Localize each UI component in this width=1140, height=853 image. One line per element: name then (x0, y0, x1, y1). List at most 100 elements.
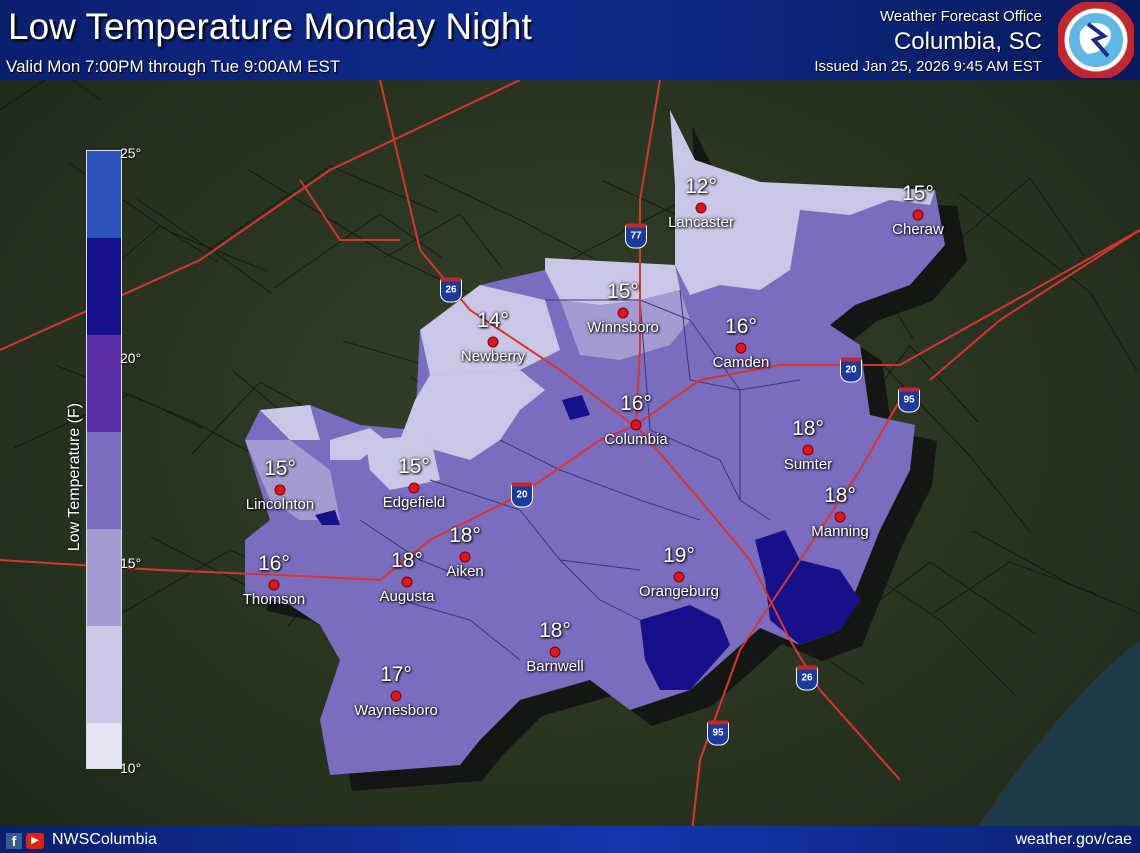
city-temp-barnwell: 18° (539, 619, 571, 642)
city-name-cheraw: Cheraw (892, 221, 944, 238)
interstate-shield-icon: 26 (796, 665, 818, 691)
city-name-manning: Manning (811, 523, 869, 540)
region-county-lines (359, 289, 801, 661)
city-temp-newberry: 14° (477, 309, 509, 332)
interstate-road (0, 229, 1140, 582)
interstate-road (689, 399, 901, 851)
interstate-shield-icon: 20 (511, 482, 533, 508)
interstate-shield-icon: 26 (440, 277, 462, 303)
nws-logo-icon (1058, 2, 1134, 78)
cold-area (400, 370, 545, 460)
city-temp-cheraw: 15° (902, 182, 934, 205)
city-temp-augusta: 18° (391, 549, 423, 572)
warm-area (640, 605, 730, 690)
cold-area (260, 405, 320, 440)
footer-banner: f ▶ NWSColumbia weather.gov/cae (0, 826, 1140, 853)
youtube-icon[interactable]: ▶ (26, 833, 44, 849)
office-label: Weather Forecast Office (879, 8, 1042, 25)
cold-area (420, 285, 560, 375)
city-name-lancaster: Lancaster (668, 214, 734, 231)
city-name-sumter: Sumter (783, 456, 833, 473)
warm-areas (315, 395, 860, 690)
interstate-road (299, 179, 400, 241)
cold-area (545, 258, 680, 305)
city-name-barnwell: Barnwell (526, 658, 584, 675)
city-dot-lincolnton (274, 484, 286, 496)
city-dot-cheraw (912, 209, 924, 221)
city-dot-thomson (268, 579, 280, 591)
city-temp-orangeburg: 19° (663, 544, 695, 567)
interstate-shield-icon: 20 (840, 357, 862, 383)
legend-swatch (87, 151, 121, 238)
city-dot-aiken (459, 551, 471, 563)
interstate-road (635, 79, 661, 426)
warm-area (562, 395, 590, 420)
office-city: Columbia, SC (893, 28, 1042, 55)
city-name-newberry: Newberry (460, 348, 526, 365)
website-link[interactable]: weather.gov/cae (1015, 831, 1132, 848)
cold-area (330, 428, 385, 460)
city-name-thomson: Thomson (242, 591, 306, 608)
interstate-shield-icon: 95 (898, 387, 920, 413)
legend-swatch (87, 335, 121, 432)
interstate-shield-icon: 95 (707, 720, 729, 746)
city-temp-columbia: 16° (620, 392, 652, 415)
city-dot-camden (735, 342, 747, 354)
warm-area (755, 530, 860, 645)
city-name-winnsboro: Winnsboro (587, 319, 659, 336)
city-dot-winnsboro (617, 307, 629, 319)
city-dot-newberry (487, 336, 499, 348)
city-name-camden: Camden (712, 354, 770, 371)
city-name-aiken: Aiken (446, 563, 484, 580)
map-title: Low Temperature Monday Night (8, 6, 532, 47)
city-dot-barnwell (549, 646, 561, 658)
city-dot-manning (834, 511, 846, 523)
cool-area (245, 440, 340, 520)
city-temp-lancaster: 12° (685, 175, 717, 198)
city-temp-aiken: 18° (449, 524, 481, 547)
city-temp-thomson: 16° (258, 552, 290, 575)
valid-period: Valid Mon 7:00PM through Tue 9:00AM EST (6, 57, 341, 76)
interstate-road (929, 229, 1140, 381)
legend-tick: 20° (120, 350, 142, 366)
legend-tick: 10° (120, 760, 142, 776)
legend-tick: 15° (120, 555, 142, 571)
city-dot-edgefield (408, 482, 420, 494)
city-dot-lancaster (695, 202, 707, 214)
ocean (960, 640, 1140, 853)
city-temp-winnsboro: 15° (607, 280, 639, 303)
cold-areas (260, 110, 935, 490)
legend-swatch (87, 529, 121, 626)
city-temp-lincolnton: 15° (264, 457, 296, 480)
city-temp-manning: 18° (824, 484, 856, 507)
city-name-orangeburg: Orangeburg (638, 583, 720, 600)
city-temp-waynesboro: 17° (380, 663, 412, 686)
city-name-waynesboro: Waynesboro (354, 702, 438, 719)
legend-title: Low Temperature (F) (66, 402, 83, 552)
city-temp-edgefield: 15° (398, 455, 430, 478)
city-dot-sumter (802, 444, 814, 456)
facebook-icon[interactable]: f (6, 833, 22, 849)
issued-time: Issued Jan 25, 2026 9:45 AM EST (814, 58, 1042, 75)
temperature-legend (86, 150, 122, 769)
city-dot-orangeburg (673, 571, 685, 583)
cold-area (365, 435, 440, 490)
legend-swatch (87, 238, 121, 335)
city-name-lincolnton: Lincolnton (245, 496, 315, 513)
legend-swatch (87, 626, 121, 723)
city-name-columbia: Columbia (604, 431, 668, 448)
legend-tick: 25° (120, 145, 142, 161)
city-temp-sumter: 18° (792, 417, 824, 440)
city-dot-columbia (630, 419, 642, 431)
warm-area (315, 510, 340, 525)
city-name-augusta: Augusta (379, 588, 435, 605)
cold-area (670, 110, 935, 295)
city-dot-augusta (401, 576, 413, 588)
city-temp-camden: 16° (725, 315, 757, 338)
legend-swatch (87, 723, 121, 768)
city-name-edgefield: Edgefield (382, 494, 446, 511)
social-handle[interactable]: NWSColumbia (52, 831, 157, 848)
legend-swatch (87, 432, 121, 529)
interstate-shield-icon: 77 (625, 223, 647, 249)
